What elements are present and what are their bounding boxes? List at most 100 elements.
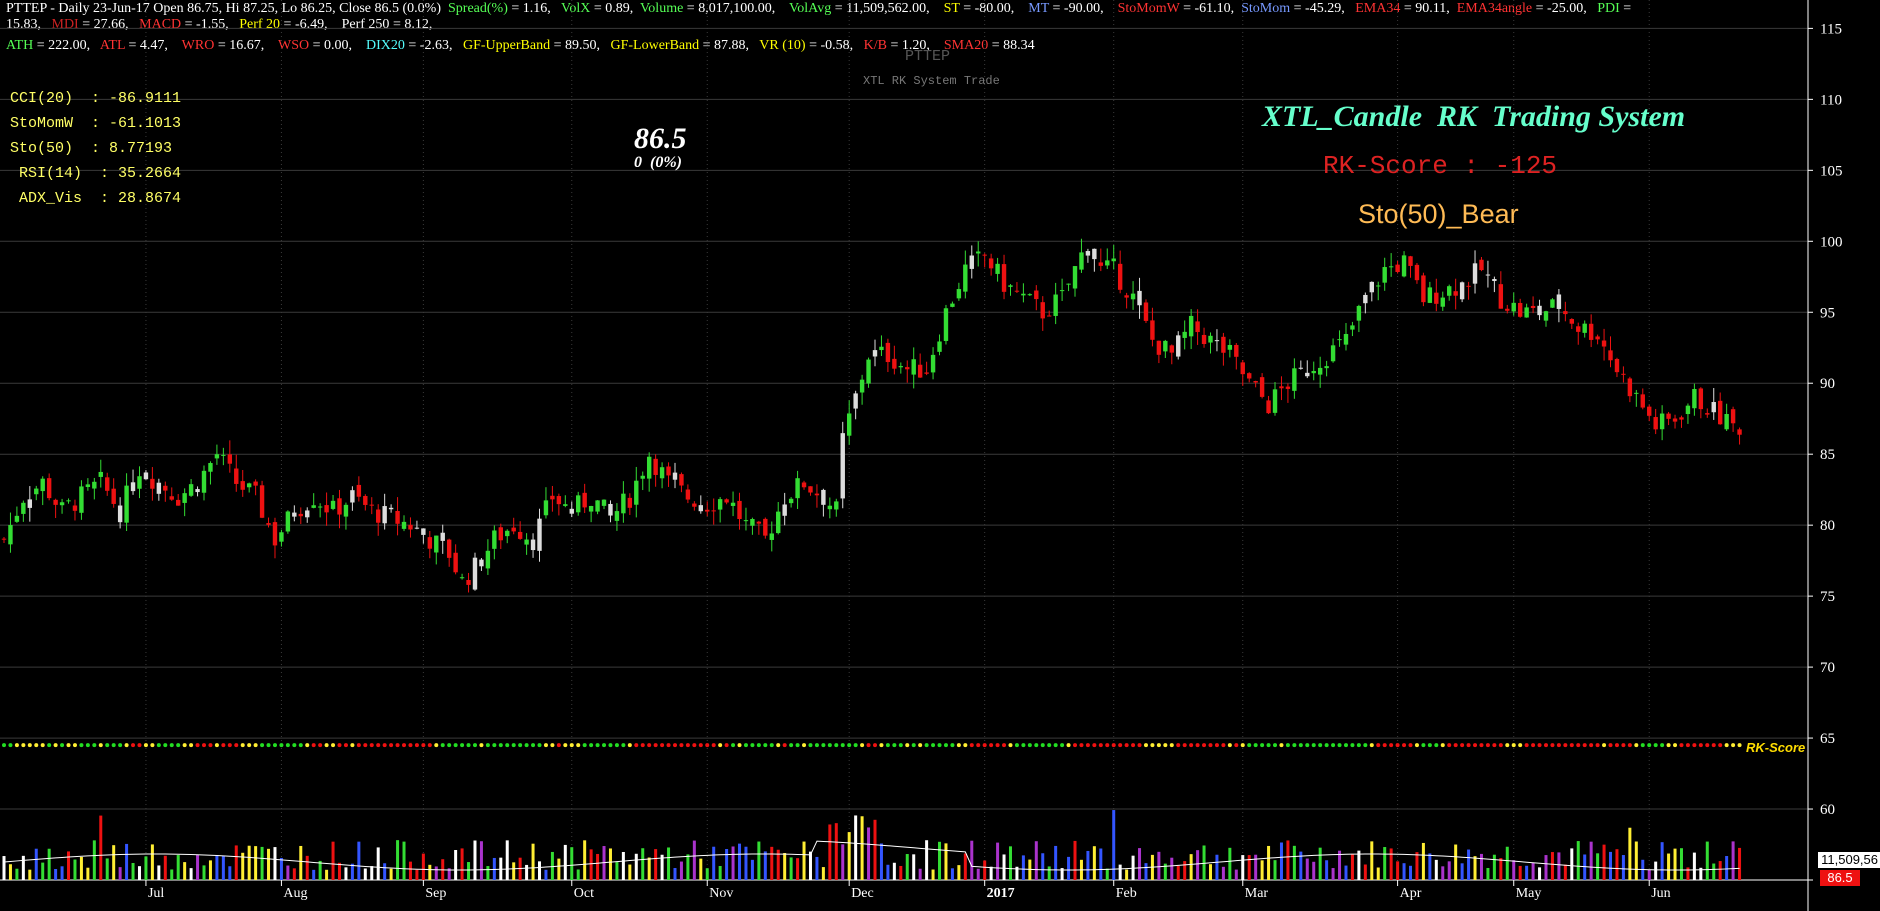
rk-score-dot-145: [937, 743, 942, 748]
volume-bar-245: [1583, 854, 1587, 880]
candle-body-63: [408, 524, 413, 530]
rk-score-dot-21: [137, 743, 142, 748]
volume-bar-45: [292, 868, 296, 880]
candle-body-33: [214, 454, 220, 459]
rk-score-dot-36: [234, 743, 239, 748]
volume-bar-209: [1350, 854, 1354, 880]
candle-body-76: [492, 530, 497, 549]
volume-bar-26: [170, 869, 174, 880]
candle-body-8: [53, 499, 58, 505]
candle-body-190: [1227, 344, 1233, 350]
header-line1-seg-4: = 0.89,: [590, 1, 634, 16]
candle-body-3: [21, 502, 26, 514]
candle-body-5: [34, 488, 39, 495]
header-line3-seg-0: ATH: [6, 38, 34, 53]
rk-score-dot-104: [672, 743, 677, 748]
volume-bar-208: [1344, 865, 1348, 880]
rk-score-dot-169: [1092, 743, 1097, 748]
rk-score-dot-12: [79, 743, 84, 748]
rk-score-dot-86: [556, 743, 561, 748]
rk-score-dot-141: [911, 743, 916, 748]
volume-bar-95: [615, 862, 619, 880]
rk-score-dot-225: [1453, 743, 1458, 748]
candle-body-158: [1021, 293, 1026, 296]
y-tick-label-80: 80: [1820, 518, 1835, 534]
rk-score-dot-116: [750, 743, 755, 748]
rk-score-dot-163: [1053, 743, 1058, 748]
volume-bar-47: [305, 855, 309, 880]
volume-bar-9: [60, 866, 64, 880]
volume-bar-197: [1273, 860, 1277, 880]
volume-bar-137: [886, 864, 890, 880]
candle-body-148: [956, 289, 962, 299]
candle-body-42: [272, 522, 278, 546]
system-name: XTL_Candle RK Trading System: [1262, 100, 1686, 133]
volume-bar-37: [241, 852, 245, 880]
rk-score-dot-103: [666, 743, 671, 748]
rk-score-dot-154: [995, 743, 1000, 748]
volume-bar-86: [557, 858, 561, 880]
candle-body-207: [1337, 339, 1342, 341]
candle-body-27: [176, 499, 181, 506]
rk-score-dot-40: [260, 743, 265, 748]
rk-score-dot-5: [34, 743, 39, 748]
header-line3-seg-2: ATL: [90, 38, 126, 53]
rk-score-dot-222: [1434, 743, 1439, 748]
candle-body-188: [1214, 340, 1220, 342]
rk-score-dot-265: [1711, 743, 1716, 748]
rk-score-dot-60: [389, 743, 394, 748]
volume-bar-266: [1718, 861, 1722, 880]
volume-bar-104: [673, 868, 677, 880]
volume-bar-191: [1234, 869, 1238, 880]
candle-body-230: [1485, 274, 1491, 276]
volume-bar-268: [1731, 841, 1735, 880]
rk-score-dot-243: [1569, 743, 1574, 748]
candle-body-83: [537, 518, 542, 551]
candle-body-214: [1382, 267, 1387, 283]
header-line-3: ATH = 222.00, ATL = 4.47, WRO = 16.67, W…: [6, 37, 1035, 55]
rk-score-dot-98: [634, 743, 639, 748]
candle-body-175: [1130, 293, 1136, 300]
rk-score-dot-137: [885, 743, 890, 748]
candle-body-194: [1253, 381, 1258, 383]
rk-score-dot-93: [602, 743, 607, 748]
candle-body-227: [1466, 285, 1471, 287]
rk-score-dot-56: [363, 743, 368, 748]
candle-body-112: [724, 499, 729, 503]
rk-score-dot-126: [814, 743, 819, 748]
volume-bar-115: [744, 846, 748, 880]
candle-body-142: [917, 364, 923, 378]
volume-bar-132: [854, 815, 858, 880]
rk-score-dot-164: [1060, 743, 1065, 748]
volume-bar-74: [479, 841, 483, 880]
rk-score-dot-250: [1614, 743, 1619, 748]
rk-score-dot-147: [950, 743, 955, 748]
candle-body-89: [576, 495, 581, 513]
header-line3-seg-16: K/B: [853, 38, 887, 53]
rk-score-dot-264: [1705, 743, 1710, 748]
rk-score-dot-127: [821, 743, 826, 748]
header-line3-seg-5: = 16.67,: [214, 38, 265, 53]
rk-score-dot-198: [1279, 743, 1284, 748]
candle-body-139: [898, 366, 904, 368]
candle-body-237: [1530, 305, 1536, 309]
rk-score-dot-228: [1473, 743, 1478, 748]
candle-body-98: [634, 480, 639, 505]
volume-bar-53: [344, 867, 348, 880]
volume-bar-181: [1170, 857, 1174, 880]
header-line1-seg-8: = 11,509,562.00,: [831, 1, 930, 16]
candle-body-75: [485, 550, 491, 569]
candle-body-140: [905, 367, 910, 370]
rk-score-dot-6: [40, 743, 45, 748]
volume-bar-214: [1383, 847, 1387, 880]
rk-score-dot-210: [1356, 743, 1361, 748]
volume-bar-106: [686, 854, 690, 880]
indicator-0: CCI(20) : -86.9111: [10, 90, 182, 107]
rk-score-dot-1: [8, 743, 13, 748]
volume-bar-221: [1428, 853, 1432, 880]
volume-bar-29: [189, 868, 193, 880]
rk-score-dot-233: [1505, 743, 1510, 748]
candle-body-195: [1259, 377, 1265, 397]
candle-body-111: [717, 499, 723, 510]
